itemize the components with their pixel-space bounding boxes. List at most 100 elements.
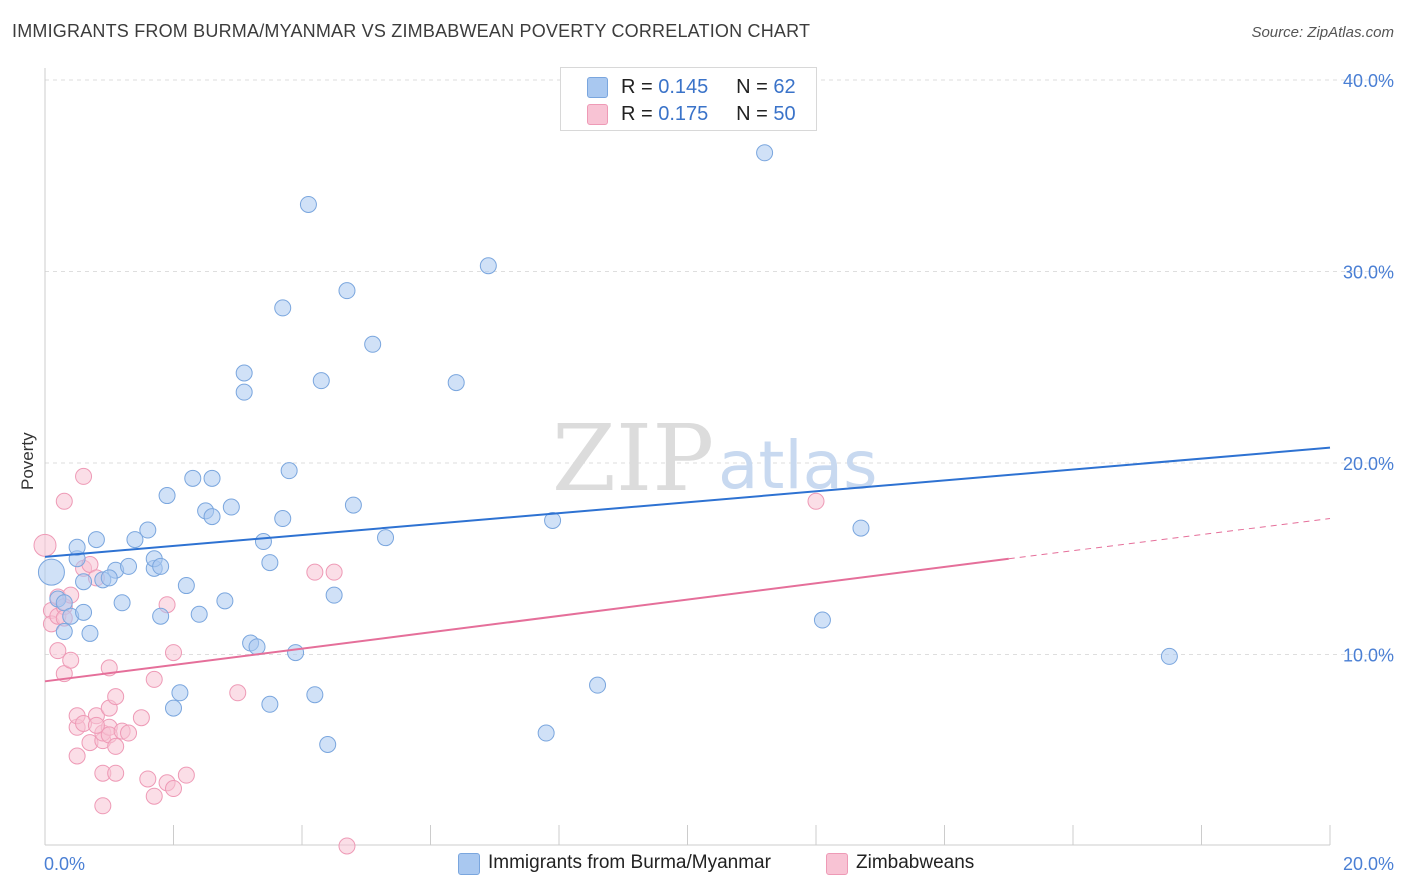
data-point [325,563,343,581]
legend-n-value: 50 [773,103,796,125]
data-point [132,709,150,727]
data-point [152,607,170,625]
data-point [306,563,324,581]
trend-line [44,557,1009,683]
data-point [113,594,131,612]
data-point [216,592,234,610]
data-point [100,569,118,587]
watermark-atlas: atlas [718,427,878,504]
data-point [280,462,298,480]
data-point [68,538,86,556]
data-point [338,837,356,855]
x-tick-label: 0.0% [44,854,85,874]
watermark-zip: ZIP [552,405,714,512]
data-point [1160,647,1178,665]
y-tick-label: 20.0% [1343,454,1394,474]
tick-labels: 10.0% 20.0% 30.0% 40.0% 0.0% 20.0% [44,71,1394,874]
data-point [87,716,105,734]
data-point [377,529,395,547]
legend-r-value: 0.175 [658,103,709,125]
bottom-legend-swatch-burma [458,853,480,875]
data-point [248,638,266,656]
data-point [203,508,221,526]
data-point [807,492,825,510]
data-point [139,770,157,788]
data-point [813,611,831,629]
burma-points [37,144,1178,754]
data-point [75,467,93,485]
data-point [479,257,497,275]
data-point [190,605,208,623]
x-tick-label: 20.0% [1343,854,1394,874]
legend-n-label: N = [736,76,768,98]
legend-n-value: 62 [773,76,796,98]
data-point [107,737,125,755]
data-point [235,383,253,401]
data-point [68,747,86,765]
data-point [254,533,272,551]
data-point [261,695,279,713]
data-point [33,533,57,557]
data-point [222,498,240,516]
zimbabweans-points [33,467,825,855]
data-point [107,764,125,782]
data-point [287,644,305,662]
data-point [55,623,73,641]
data-point [120,557,138,575]
data-point [55,492,73,510]
data-point [171,684,189,702]
axes [44,68,1331,846]
trend-line-extension [1008,518,1331,560]
data-point [261,554,279,572]
data-point [75,573,93,591]
legend-n-label: N = [736,103,768,125]
data-point [145,670,163,688]
bottom-legend-label-zimbabweans: Zimbabweans [856,852,975,873]
data-point [75,603,93,621]
data-point [37,558,65,586]
data-point [229,684,247,702]
data-point [145,787,163,805]
data-point [139,521,157,539]
data-point [319,736,337,754]
legend-swatch-zimbabweans [587,104,608,125]
data-point [544,511,562,529]
data-point [447,374,465,392]
data-point [203,469,221,487]
legend-swatch-burma [587,77,608,98]
y-axis-label: Poverty [18,432,37,490]
watermark: ZIP atlas [552,405,878,512]
data-point [165,780,182,798]
data-point [177,766,195,784]
data-point [81,624,99,642]
source-credit: Source: ZipAtlas.com [1251,24,1394,41]
data-point [107,688,125,706]
data-point [177,577,195,595]
data-point [537,724,555,742]
data-point [344,496,362,514]
data-point [338,282,356,300]
data-point [165,644,182,662]
bottom-legend-label-burma: Immigrants from Burma/Myanmar [488,852,771,873]
data-point [274,299,292,317]
data-point [306,686,324,704]
legend-label-burma: R = 0.145 N = 62 [621,76,796,99]
data-point [756,144,774,162]
y-tick-label: 30.0% [1343,263,1394,283]
legend-box: R = 0.145 N = 62 R = 0.175 N = 50 [560,67,817,131]
data-point [126,531,144,549]
data-point [165,699,182,717]
legend-r-label: R = [621,76,653,98]
data-point [152,557,170,575]
legend-label-zimbabweans: R = 0.175 N = 50 [621,103,796,126]
data-point [49,642,67,660]
legend-r-label: R = [621,103,653,125]
data-point [364,335,382,353]
y-tick-label: 40.0% [1343,71,1394,91]
data-point [589,676,607,694]
chart-title: IMMIGRANTS FROM BURMA/MYANMAR VS ZIMBABW… [12,21,811,41]
trend-line [44,446,1331,558]
bottom-legend-swatch-zimbabweans [826,853,848,875]
data-point [62,651,80,669]
